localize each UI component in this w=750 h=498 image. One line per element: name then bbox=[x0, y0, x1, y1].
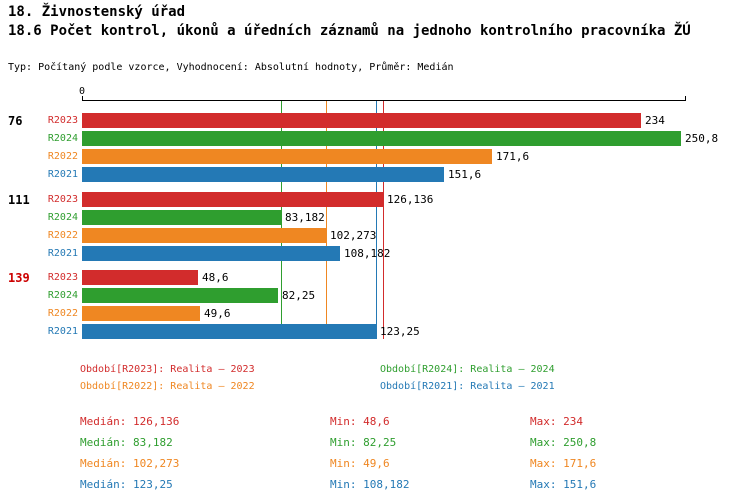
stat-median-R2022: Medián: 102,273 bbox=[80, 457, 180, 470]
legend-item-R2021: Období[R2021]: Realita – 2021 bbox=[380, 381, 555, 392]
legend-item-R2023: Období[R2023]: Realita – 2023 bbox=[80, 364, 255, 375]
bar-g1-R2021 bbox=[82, 167, 444, 182]
bar-series-label: R2021 bbox=[47, 169, 78, 180]
bar-series-label: R2022 bbox=[47, 230, 78, 241]
bar-value-label: 234 bbox=[645, 114, 665, 127]
bar-series-label: R2021 bbox=[47, 326, 78, 337]
stat-median-R2023: Medián: 126,136 bbox=[80, 415, 180, 428]
bar-g1-R2024 bbox=[82, 131, 681, 146]
group-label: 139 bbox=[8, 271, 30, 285]
stat-max-R2021: Max: 151,6 bbox=[530, 478, 597, 491]
bar-value-label: 151,6 bbox=[448, 168, 482, 181]
bar-series-label: R2022 bbox=[47, 151, 78, 162]
bar-g3-R2023 bbox=[82, 270, 198, 285]
bar-value-label: 82,25 bbox=[282, 289, 316, 302]
x-axis-tick-start bbox=[82, 96, 83, 101]
bar-g3-R2021 bbox=[82, 324, 376, 339]
bar-series-label: R2023 bbox=[47, 272, 78, 283]
bar-value-label: 123,25 bbox=[380, 325, 420, 338]
x-axis-tick-end bbox=[685, 96, 686, 101]
bar-series-label: R2023 bbox=[47, 115, 78, 126]
bar-g3-R2024 bbox=[82, 288, 278, 303]
bar-value-label: 171,6 bbox=[496, 150, 530, 163]
bar-value-label: 49,6 bbox=[204, 307, 231, 320]
stat-median-R2021: Medián: 123,25 bbox=[80, 478, 173, 491]
bar-series-label: R2024 bbox=[47, 212, 78, 223]
stat-min-R2024: Min: 82,25 bbox=[330, 436, 397, 449]
stat-min-R2022: Min: 49,6 bbox=[330, 457, 390, 470]
bar-series-label: R2024 bbox=[47, 290, 78, 301]
bar-g2-R2024 bbox=[82, 210, 281, 225]
median-line-R2023 bbox=[383, 101, 384, 339]
report-title: 18. Živnostenský úřad bbox=[8, 4, 186, 20]
median-line-R2021 bbox=[376, 101, 377, 339]
group-label: 111 bbox=[8, 193, 30, 207]
bar-value-label: 126,136 bbox=[387, 193, 434, 206]
legend-item-R2022: Období[R2022]: Realita – 2022 bbox=[80, 381, 255, 392]
chart-title: 18.6 Počet kontrol, úkonů a úředních záz… bbox=[8, 23, 691, 39]
bar-series-label: R2024 bbox=[47, 133, 78, 144]
bar-value-label: 48,6 bbox=[202, 271, 229, 284]
bar-g2-R2021 bbox=[82, 246, 340, 261]
bar-g1-R2022 bbox=[82, 149, 492, 164]
bar-series-label: R2022 bbox=[47, 308, 78, 319]
bar-series-label: R2023 bbox=[47, 194, 78, 205]
stat-max-R2023: Max: 234 bbox=[530, 415, 583, 428]
x-axis-line bbox=[82, 100, 686, 101]
stat-max-R2022: Max: 171,6 bbox=[530, 457, 597, 470]
stat-min-R2021: Min: 108,182 bbox=[330, 478, 410, 491]
group-label: 76 bbox=[8, 114, 23, 128]
x-axis-tick-label: 0 bbox=[78, 86, 86, 97]
chart-meta: Typ: Počítaný podle vzorce, Vyhodnocení:… bbox=[8, 62, 454, 73]
bar-value-label: 108,182 bbox=[344, 247, 391, 260]
bar-series-label: R2021 bbox=[47, 248, 78, 259]
stat-median-R2024: Medián: 83,182 bbox=[80, 436, 173, 449]
bar-value-label: 83,182 bbox=[285, 211, 325, 224]
median-line-R2024 bbox=[281, 101, 282, 339]
bar-g2-R2023 bbox=[82, 192, 383, 207]
bar-g3-R2022 bbox=[82, 306, 200, 321]
legend-item-R2024: Období[R2024]: Realita – 2024 bbox=[380, 364, 555, 375]
bar-value-label: 250,8 bbox=[685, 132, 719, 145]
bar-g1-R2023 bbox=[82, 113, 641, 128]
bar-g2-R2022 bbox=[82, 228, 326, 243]
median-line-R2022 bbox=[326, 101, 327, 339]
stat-max-R2024: Max: 250,8 bbox=[530, 436, 597, 449]
stat-min-R2023: Min: 48,6 bbox=[330, 415, 390, 428]
bar-value-label: 102,273 bbox=[330, 229, 377, 242]
